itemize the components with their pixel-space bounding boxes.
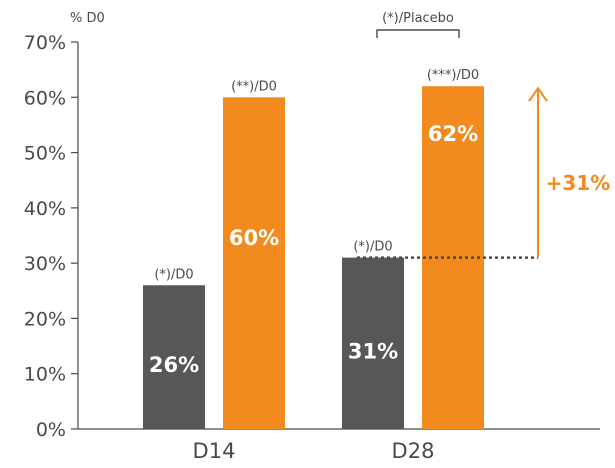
annotations-group: (*)/Placebo +31% (357, 11, 611, 259)
x-tick-label: D28 (392, 439, 435, 463)
y-tick-label: 70% (24, 32, 66, 54)
y-tick-label: 30% (24, 253, 66, 275)
bar (223, 97, 285, 430)
category-labels: D14 D28 (193, 439, 435, 463)
y-tick-label: 20% (24, 308, 66, 330)
significance-label: (*)/D0 (353, 240, 392, 255)
y-tick-label: 10% (24, 364, 66, 386)
y-axis-unit-label: % D0 (70, 11, 105, 26)
bracket (376, 29, 460, 38)
x-tick-label: D14 (193, 439, 236, 463)
bar (143, 285, 205, 429)
bracket-label: (*)/Placebo (382, 11, 454, 26)
y-tick-label: 40% (24, 198, 66, 220)
bar-value-label: 60% (229, 226, 279, 250)
bar-value-label: 26% (149, 353, 199, 377)
arrow-head-icon (528, 86, 548, 102)
bar-value-label: 31% (348, 339, 398, 363)
bar (342, 257, 404, 429)
y-tick-label: 0% (36, 419, 66, 441)
y-axis-ticks: 0% 10% 20% 30% 40% 50% 60% 70% (24, 32, 78, 441)
significance-label: (***)/D0 (427, 68, 479, 83)
significance-label: (**)/D0 (231, 79, 277, 94)
significance-label: (*)/D0 (154, 267, 193, 282)
delta-label: +31% (546, 171, 611, 195)
y-tick-label: 50% (24, 143, 66, 165)
y-tick-label: 60% (24, 87, 66, 109)
bar-value-label: 62% (428, 122, 478, 146)
labels-group: 26% (*)/D0 60% (**)/D0 31% (*)/D0 62% (***)/D0 (149, 68, 479, 377)
